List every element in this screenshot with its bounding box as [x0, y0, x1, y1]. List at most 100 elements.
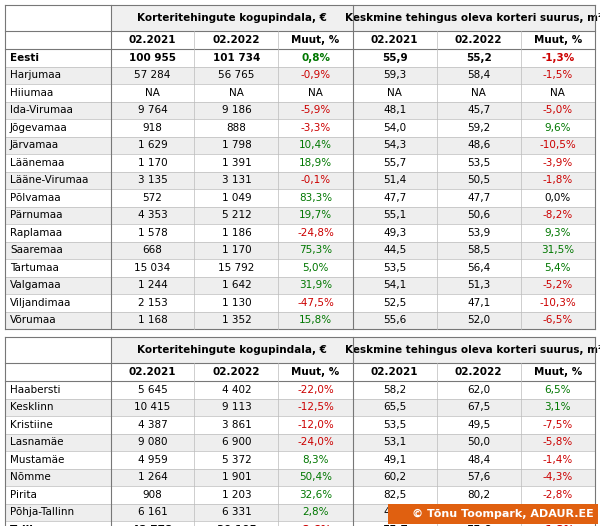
- Text: 0,0%: 0,0%: [545, 193, 571, 203]
- Text: 51,4: 51,4: [383, 175, 406, 185]
- Text: 32,6%: 32,6%: [299, 490, 332, 500]
- Text: 55,9: 55,9: [382, 53, 407, 63]
- Text: 1 629: 1 629: [137, 140, 167, 150]
- Text: 9,3%: 9,3%: [545, 228, 571, 238]
- Text: Keskmine tehingus oleva korteri suurus, m²: Keskmine tehingus oleva korteri suurus, …: [345, 345, 600, 355]
- Text: Mustamäe: Mustamäe: [10, 455, 64, 465]
- Text: © Tõnu Toompark, ADAUR.EE: © Tõnu Toompark, ADAUR.EE: [412, 509, 594, 519]
- Text: -8,6%: -8,6%: [299, 525, 332, 526]
- Text: 55,0: 55,0: [466, 525, 491, 526]
- Text: 1 244: 1 244: [137, 280, 167, 290]
- Text: 02.2021: 02.2021: [129, 367, 176, 377]
- Text: -0,1%: -0,1%: [301, 175, 331, 185]
- Text: 101 734: 101 734: [213, 53, 260, 63]
- Text: 31,5%: 31,5%: [541, 245, 574, 255]
- Text: Nõmme: Nõmme: [10, 472, 51, 482]
- Text: 888: 888: [227, 123, 247, 133]
- Text: 60,2: 60,2: [383, 472, 406, 482]
- Text: 5,0%: 5,0%: [302, 263, 329, 273]
- Text: 45,7: 45,7: [467, 105, 490, 115]
- Text: Saaremaa: Saaremaa: [10, 245, 63, 255]
- Text: 4 959: 4 959: [137, 455, 167, 465]
- Text: 3,1%: 3,1%: [545, 402, 571, 412]
- Text: 50,4%: 50,4%: [299, 472, 332, 482]
- Text: -1,4%: -1,4%: [543, 455, 573, 465]
- Text: 9 080: 9 080: [138, 437, 167, 447]
- Text: -12,5%: -12,5%: [297, 402, 334, 412]
- Text: 50,5: 50,5: [467, 175, 490, 185]
- Text: Valgamaa: Valgamaa: [10, 280, 62, 290]
- Bar: [5, 469, 595, 486]
- Text: Tallinn: Tallinn: [10, 525, 49, 526]
- Text: Ida-Virumaa: Ida-Virumaa: [10, 105, 73, 115]
- Text: 53,1: 53,1: [383, 437, 406, 447]
- Text: 48,7: 48,7: [467, 507, 490, 517]
- Text: 55,2: 55,2: [466, 53, 491, 63]
- Text: Haabersti: Haabersti: [10, 385, 61, 394]
- Text: 48,9: 48,9: [383, 507, 406, 517]
- Text: NA: NA: [308, 88, 323, 98]
- Text: NA: NA: [550, 88, 565, 98]
- Text: NA: NA: [145, 88, 160, 98]
- Text: 1 203: 1 203: [221, 490, 251, 500]
- Text: 52,0: 52,0: [467, 315, 490, 325]
- Text: 2,8%: 2,8%: [302, 507, 329, 517]
- Text: -47,5%: -47,5%: [297, 298, 334, 308]
- Text: 54,0: 54,0: [383, 123, 406, 133]
- Text: 49,1: 49,1: [383, 455, 406, 465]
- Text: Viljandimaa: Viljandimaa: [10, 298, 71, 308]
- Text: -5,9%: -5,9%: [301, 105, 331, 115]
- Text: 51,3: 51,3: [467, 280, 490, 290]
- Text: 02.2021: 02.2021: [371, 367, 418, 377]
- Bar: [353, 337, 595, 363]
- Text: -1,3%: -1,3%: [541, 53, 574, 63]
- Bar: [5, 66, 595, 84]
- Text: Kristiine: Kristiine: [10, 420, 53, 430]
- Text: 47,7: 47,7: [467, 193, 490, 203]
- Text: 58,5: 58,5: [467, 245, 490, 255]
- Text: 39 105: 39 105: [217, 525, 256, 526]
- Text: 1 049: 1 049: [221, 193, 251, 203]
- Text: 02.2022: 02.2022: [212, 367, 260, 377]
- Text: 1 798: 1 798: [221, 140, 251, 150]
- Text: 50,0: 50,0: [467, 437, 490, 447]
- Text: -1,3%: -1,3%: [541, 525, 574, 526]
- Text: 100 955: 100 955: [129, 53, 176, 63]
- Text: 56 765: 56 765: [218, 70, 254, 80]
- Text: -6,5%: -6,5%: [543, 315, 573, 325]
- Text: Raplamaa: Raplamaa: [10, 228, 62, 238]
- Text: -0,9%: -0,9%: [301, 70, 331, 80]
- Text: 10,4%: 10,4%: [299, 140, 332, 150]
- Text: Lääne-Virumaa: Lääne-Virumaa: [10, 175, 88, 185]
- Text: 58,4: 58,4: [467, 70, 490, 80]
- Text: 55,7: 55,7: [383, 158, 406, 168]
- Text: 6 331: 6 331: [221, 507, 251, 517]
- Text: 1 352: 1 352: [221, 315, 251, 325]
- Bar: [110, 337, 353, 363]
- Text: 54,3: 54,3: [383, 140, 406, 150]
- Text: 9 764: 9 764: [137, 105, 167, 115]
- Text: 5 645: 5 645: [137, 385, 167, 394]
- Text: 53,5: 53,5: [467, 158, 490, 168]
- Bar: [5, 137, 595, 154]
- Text: 67,5: 67,5: [467, 402, 490, 412]
- Text: 19,7%: 19,7%: [299, 210, 332, 220]
- Text: 9 113: 9 113: [221, 402, 251, 412]
- Text: 1 170: 1 170: [221, 245, 251, 255]
- Text: Lasnamäe: Lasnamäe: [10, 437, 64, 447]
- Text: 02.2022: 02.2022: [455, 367, 502, 377]
- Text: 31,9%: 31,9%: [299, 280, 332, 290]
- Text: -8,2%: -8,2%: [543, 210, 573, 220]
- Text: Korteritehingute kogupindala, €: Korteritehingute kogupindala, €: [137, 13, 326, 23]
- Text: -24,8%: -24,8%: [297, 228, 334, 238]
- Text: -1,5%: -1,5%: [543, 70, 573, 80]
- Text: 4 353: 4 353: [137, 210, 167, 220]
- Text: Põlvamaa: Põlvamaa: [10, 193, 61, 203]
- Text: Muut, %: Muut, %: [292, 367, 340, 377]
- Text: 1 168: 1 168: [137, 315, 167, 325]
- Text: Muut, %: Muut, %: [534, 367, 582, 377]
- Text: 4 402: 4 402: [221, 385, 251, 394]
- Text: 57,6: 57,6: [467, 472, 490, 482]
- Text: 52,5: 52,5: [383, 298, 406, 308]
- Bar: [5, 277, 595, 294]
